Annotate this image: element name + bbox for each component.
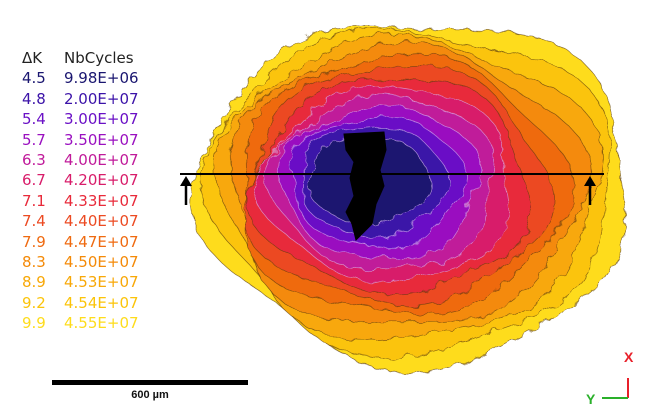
legend-dk-value: 9.2 bbox=[22, 293, 46, 312]
legend-cycles-value: 4.54E+07 bbox=[64, 293, 139, 312]
scale-bar bbox=[52, 380, 248, 385]
legend-cycles-value: 4.33E+07 bbox=[64, 191, 139, 210]
legend-dk-value: 7.4 bbox=[22, 212, 46, 231]
legend-dk-value: 9.9 bbox=[22, 314, 46, 333]
legend-dk-value: 5.7 bbox=[22, 130, 46, 149]
legend-dk-value: 7.1 bbox=[22, 191, 46, 210]
legend-dk-value: 7.9 bbox=[22, 232, 46, 251]
legend-row: 7.9 4.47E+07 bbox=[22, 232, 139, 252]
legend-header: ΔK NbCycles bbox=[22, 48, 139, 68]
legend-row: 4.8 2.00E+07 bbox=[22, 89, 139, 109]
legend-cycles-value: 4.47E+07 bbox=[64, 232, 139, 251]
legend-row: 6.7 4.20E+07 bbox=[22, 170, 139, 190]
scale-bar-label: 600 µm bbox=[131, 389, 169, 401]
legend-cycles-value: 4.55E+07 bbox=[64, 314, 139, 333]
legend-row: 8.3 4.50E+07 bbox=[22, 252, 139, 272]
legend-header-cycles: NbCycles bbox=[64, 49, 134, 67]
legend-dk-value: 6.3 bbox=[22, 151, 46, 170]
legend-dk-value: 6.7 bbox=[22, 171, 46, 190]
legend-cycles-value: 3.50E+07 bbox=[64, 130, 139, 149]
legend-row: 9.2 4.54E+07 bbox=[22, 293, 139, 313]
legend-dk-value: 8.9 bbox=[22, 273, 46, 292]
legend-cycles-value: 3.00E+07 bbox=[64, 110, 139, 129]
legend-cycles-value: 9.98E+06 bbox=[64, 69, 139, 88]
legend-row: 7.1 4.33E+07 bbox=[22, 191, 139, 211]
legend-row: 5.7 3.50E+07 bbox=[22, 130, 139, 150]
axis-label-y: Y bbox=[586, 391, 596, 407]
legend-rows: 4.5 9.98E+06 4.8 2.00E+07 5.4 3.00E+07 5.7 3.50… bbox=[22, 68, 139, 333]
legend-dk-value: 4.8 bbox=[22, 89, 46, 108]
legend-cycles-value: 4.50E+07 bbox=[64, 253, 139, 272]
up-arrow-icon bbox=[180, 176, 192, 205]
axis-label-x: X bbox=[624, 349, 634, 365]
legend-dk-value: 8.3 bbox=[22, 253, 46, 272]
legend-row: 9.9 4.55E+07 bbox=[22, 313, 139, 333]
legend-row: 6.3 4.00E+07 bbox=[22, 150, 139, 170]
legend-row: 4.5 9.98E+06 bbox=[22, 68, 139, 88]
up-arrow-icon bbox=[584, 176, 596, 205]
legend: ΔK NbCycles 4.5 9.98E+06 4.8 2.00E+07 5.4 3.0… bbox=[22, 48, 139, 334]
legend-header-dk: ΔK bbox=[22, 49, 43, 67]
legend-dk-value: 5.4 bbox=[22, 110, 46, 129]
legend-row: 8.9 4.53E+07 bbox=[22, 272, 139, 292]
legend-cycles-value: 2.00E+07 bbox=[64, 89, 139, 108]
legend-cycles-value: 4.40E+07 bbox=[64, 212, 139, 231]
legend-dk-value: 4.5 bbox=[22, 69, 46, 88]
legend-cycles-value: 4.20E+07 bbox=[64, 171, 139, 190]
crack-fronts bbox=[190, 26, 626, 374]
legend-cycles-value: 4.00E+07 bbox=[64, 151, 139, 170]
orientation-axes: X Y bbox=[586, 349, 634, 407]
legend-row: 5.4 3.00E+07 bbox=[22, 109, 139, 129]
initiation-defect bbox=[343, 131, 387, 241]
legend-cycles-value: 4.53E+07 bbox=[64, 273, 139, 292]
legend-row: 7.4 4.40E+07 bbox=[22, 211, 139, 231]
